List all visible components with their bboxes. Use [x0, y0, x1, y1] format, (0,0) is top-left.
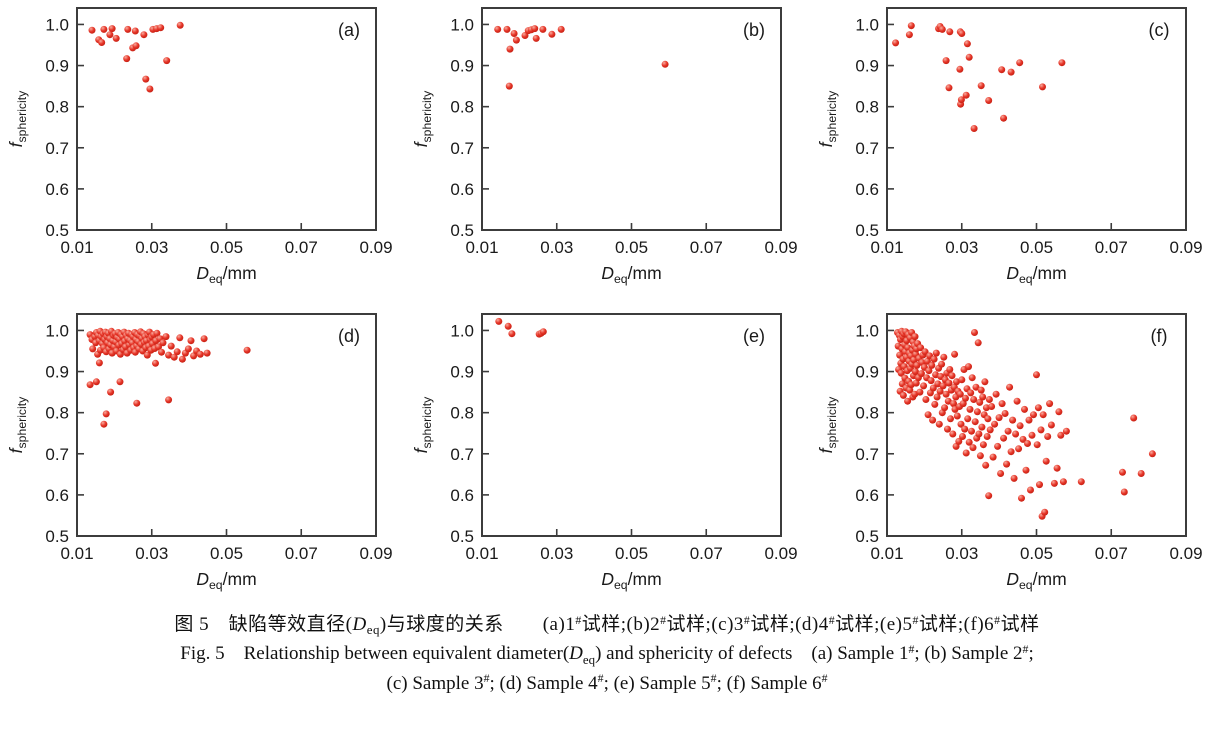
svg-text:0.9: 0.9 [855, 363, 879, 382]
scatter-panel-b: 0.5 0.6 0.7 0.8 0.9 1.0 0.01 0.03 0.05 0.07 0.09 De… [411, 7, 798, 286]
svg-text:0.8: 0.8 [45, 98, 69, 117]
svg-text:0.8: 0.8 [450, 98, 474, 117]
svg-text:0.07: 0.07 [285, 238, 318, 257]
svg-text:0.01: 0.01 [465, 544, 498, 563]
svg-text:0.09: 0.09 [1169, 544, 1202, 563]
svg-text:fsphericity: fsphericity [816, 396, 839, 453]
svg-text:0.09: 0.09 [1169, 238, 1202, 257]
svg-text:0.5: 0.5 [45, 527, 69, 546]
svg-text:0.05: 0.05 [210, 238, 243, 257]
svg-text:0.03: 0.03 [135, 544, 168, 563]
svg-text:0.07: 0.07 [690, 238, 723, 257]
svg-text:fsphericity: fsphericity [411, 90, 434, 147]
svg-text:0.03: 0.03 [540, 544, 573, 563]
svg-text:0.5: 0.5 [855, 221, 879, 240]
svg-text:fsphericity: fsphericity [6, 90, 29, 147]
svg-text:(a): (a) [338, 20, 360, 40]
svg-text:0.07: 0.07 [690, 544, 723, 563]
svg-text:0.05: 0.05 [1020, 544, 1053, 563]
svg-text:0.01: 0.01 [870, 238, 903, 257]
svg-text:Deq/mm: Deq/mm [601, 263, 661, 286]
svg-text:1.0: 1.0 [855, 15, 879, 34]
svg-text:0.6: 0.6 [855, 486, 879, 505]
svg-text:1.0: 1.0 [450, 15, 474, 34]
svg-text:0.07: 0.07 [1095, 238, 1128, 257]
svg-text:0.03: 0.03 [540, 238, 573, 257]
svg-text:0.5: 0.5 [450, 221, 474, 240]
svg-text:0.9: 0.9 [450, 363, 474, 382]
svg-text:1.0: 1.0 [45, 321, 69, 340]
scatter-panel-d: 0.5 0.6 0.7 0.8 0.9 1.0 0.01 0.03 0.05 0.07 0.09 De… [6, 313, 393, 592]
svg-text:0.07: 0.07 [1095, 544, 1128, 563]
svg-text:0.09: 0.09 [359, 238, 392, 257]
svg-text:0.7: 0.7 [855, 445, 879, 464]
svg-text:0.05: 0.05 [615, 544, 648, 563]
svg-text:0.6: 0.6 [450, 180, 474, 199]
svg-text:0.7: 0.7 [450, 139, 474, 158]
svg-text:0.9: 0.9 [45, 57, 69, 76]
scatter-grid: 0.5 0.6 0.7 0.8 0.9 1.0 0.01 0.03 0.05 0.07 0.09 De… [6, 7, 1203, 592]
svg-text:1.0: 1.0 [450, 321, 474, 340]
svg-text:0.09: 0.09 [359, 544, 392, 563]
svg-text:0.03: 0.03 [135, 238, 168, 257]
svg-text:0.7: 0.7 [45, 139, 69, 158]
svg-text:0.5: 0.5 [45, 221, 69, 240]
svg-text:(e): (e) [743, 326, 765, 346]
svg-text:(f): (f) [1151, 326, 1168, 346]
svg-text:0.9: 0.9 [855, 57, 879, 76]
svg-text:0.6: 0.6 [855, 180, 879, 199]
svg-text:(b): (b) [743, 20, 765, 40]
svg-text:0.9: 0.9 [45, 363, 69, 382]
svg-text:0.05: 0.05 [210, 544, 243, 563]
svg-text:0.7: 0.7 [45, 445, 69, 464]
svg-text:(d): (d) [338, 326, 360, 346]
svg-text:0.6: 0.6 [45, 180, 69, 199]
svg-text:0.6: 0.6 [450, 486, 474, 505]
scatter-panel-c: 0.5 0.6 0.7 0.8 0.9 1.0 0.01 0.03 0.05 0.07 0.09 De… [816, 7, 1203, 286]
svg-text:Deq/mm: Deq/mm [1006, 569, 1066, 592]
svg-text:0.09: 0.09 [764, 544, 797, 563]
svg-text:0.8: 0.8 [450, 404, 474, 423]
svg-text:0.8: 0.8 [855, 98, 879, 117]
svg-text:Deq/mm: Deq/mm [1006, 263, 1066, 286]
svg-text:0.9: 0.9 [450, 57, 474, 76]
svg-text:1.0: 1.0 [855, 321, 879, 340]
svg-text:0.05: 0.05 [1020, 238, 1053, 257]
svg-text:0.01: 0.01 [60, 238, 93, 257]
svg-text:0.01: 0.01 [870, 544, 903, 563]
svg-text:Deq/mm: Deq/mm [196, 263, 256, 286]
svg-text:fsphericity: fsphericity [816, 90, 839, 147]
caption-chinese: 图 5 缺陷等效直径(Deq)与球度的关系 (a)1#试样;(b)2#试样;(c… [174, 613, 1040, 638]
svg-text:fsphericity: fsphericity [411, 396, 434, 453]
svg-text:0.8: 0.8 [45, 404, 69, 423]
svg-text:1.0: 1.0 [45, 15, 69, 34]
svg-text:0.5: 0.5 [450, 527, 474, 546]
svg-text:0.03: 0.03 [945, 544, 978, 563]
svg-text:Deq/mm: Deq/mm [196, 569, 256, 592]
svg-text:0.8: 0.8 [855, 404, 879, 423]
figure-captions: 图 5 缺陷等效直径(Deq)与球度的关系 (a)1#试样;(b)2#试样;(c… [0, 610, 1214, 698]
svg-text:0.05: 0.05 [615, 238, 648, 257]
svg-text:0.01: 0.01 [60, 544, 93, 563]
scatter-panel-f: 0.5 0.6 0.7 0.8 0.9 1.0 0.01 0.03 0.05 0.07 0.09 De… [816, 313, 1203, 592]
svg-text:fsphericity: fsphericity [6, 396, 29, 453]
svg-text:Deq/mm: Deq/mm [601, 569, 661, 592]
svg-text:0.03: 0.03 [945, 238, 978, 257]
caption-english-line2: (c) Sample 3#; (d) Sample 4#; (e) Sample… [386, 672, 828, 694]
svg-text:0.5: 0.5 [855, 527, 879, 546]
svg-text:0.01: 0.01 [465, 238, 498, 257]
svg-text:0.09: 0.09 [764, 238, 797, 257]
scatter-panel-a: 0.5 0.6 0.7 0.8 0.9 1.0 0.01 0.03 0.05 0.07 0.09 De… [6, 7, 393, 286]
svg-text:0.07: 0.07 [285, 544, 318, 563]
svg-text:0.7: 0.7 [450, 445, 474, 464]
scatter-panel-e: 0.5 0.6 0.7 0.8 0.9 1.0 0.01 0.03 0.05 0.07 0.09 De… [411, 313, 798, 592]
svg-text:(c): (c) [1149, 20, 1170, 40]
svg-text:0.7: 0.7 [855, 139, 879, 158]
svg-text:0.6: 0.6 [45, 486, 69, 505]
caption-english-line1: Fig. 5 Relationship between equivalent d… [180, 642, 1034, 667]
